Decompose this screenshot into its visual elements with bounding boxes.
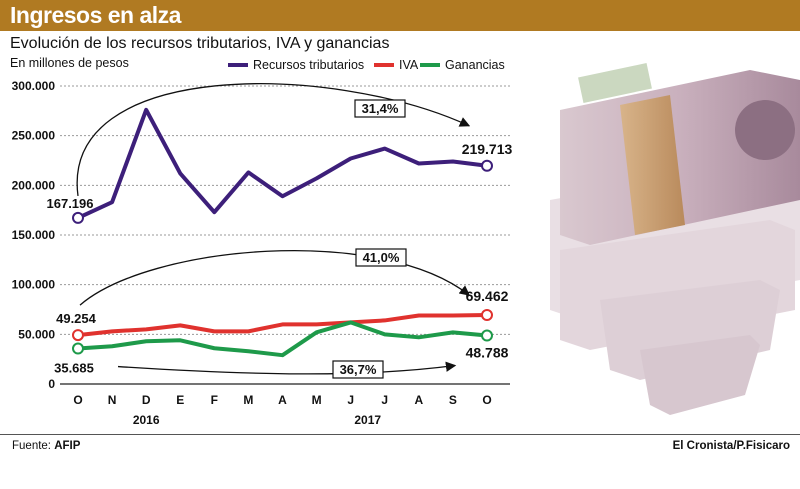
x-tick-label: A (414, 393, 423, 407)
x-tick-label: F (211, 393, 218, 407)
point-label-ganancias-start: 35.685 (54, 361, 94, 376)
legend-label-recursos: Recursos tributarios (253, 58, 365, 72)
legend-item-ganancias: Ganancias (420, 58, 505, 72)
credit: El Cronista/P.Fisicaro (672, 440, 790, 452)
y-tick-label: 100.000 (12, 278, 56, 292)
annotation-recursos-box (354, 99, 406, 118)
money-stack-image (550, 63, 800, 415)
year-label: 2017 (354, 413, 381, 427)
source-note: Fuente: AFIP (12, 440, 80, 452)
endpoint-marker (72, 342, 84, 355)
point-label-recursos-start: 167.196 (47, 196, 94, 211)
point-label-iva-start: 49.254 (56, 311, 97, 326)
annotation-ganancias-box (332, 360, 384, 379)
x-tick-label: J (347, 393, 354, 407)
y-tick-label: 300.000 (12, 79, 56, 93)
point-label-recursos-end: 219.713 (462, 141, 513, 157)
x-tick-label: N (108, 393, 117, 407)
legend-swatch-ganancias (420, 63, 440, 67)
line-chart: 300.000 250.000 200.000 150.000 100.000 50.00… (12, 79, 513, 427)
annotation-iva-arrow (79, 250, 471, 306)
x-tick-label: O (73, 393, 82, 407)
series-line-iva (76, 313, 489, 338)
y-tick-label: 250.000 (12, 129, 56, 143)
annotation-iva-box (355, 248, 407, 267)
legend-item-iva: IVA (374, 58, 418, 72)
y-tick-label: 150.000 (12, 228, 56, 242)
legend-label-iva: IVA (399, 58, 419, 72)
endpoint-marker (481, 329, 493, 342)
x-tick-label: M (312, 393, 322, 407)
x-tick-label: D (142, 393, 151, 407)
x-tick-label: E (176, 393, 184, 407)
units-label: En millones de pesos (10, 56, 129, 70)
legend-swatch-recursos (228, 63, 248, 67)
series-line-recursos (76, 107, 489, 220)
footer-divider (0, 434, 800, 435)
header-bar: Ingresos en alza (0, 0, 800, 31)
legend-item-recursos: Recursos tributarios (228, 58, 364, 72)
y-tick-label: 200.000 (12, 178, 56, 192)
chart-subtitle: Evolución de los recursos tributarios, I… (10, 35, 390, 52)
annotation-ganancias-arrow (117, 361, 457, 375)
annotation-ganancias-label: 36,7% (340, 362, 377, 377)
year-label: 2016 (133, 413, 160, 427)
y-tick-label: 50.000 (18, 327, 55, 341)
endpoint-marker (72, 211, 84, 224)
point-label-iva-end: 69.462 (466, 288, 509, 304)
legend-swatch-iva (374, 63, 394, 67)
annotation-iva-label: 41,0% (363, 250, 400, 265)
endpoint-marker (481, 159, 493, 172)
x-tick-label: O (482, 393, 491, 407)
annotation-recursos-label: 31,4% (362, 101, 399, 116)
source-label: Fuente: (12, 440, 51, 452)
x-tick-label: A (278, 393, 287, 407)
point-label-ganancias-end: 48.788 (466, 345, 509, 361)
endpoint-marker (481, 309, 493, 322)
x-tick-label: M (243, 393, 253, 407)
legend: Recursos tributarios IVA Ganancias (0, 58, 800, 76)
source-value: AFIP (54, 440, 81, 452)
portrait-icon (735, 100, 795, 160)
series-line-ganancias (76, 320, 489, 358)
bill-stack (550, 63, 800, 415)
x-tick-label: S (449, 393, 457, 407)
x-tick-label: J (381, 393, 388, 407)
legend-label-ganancias: Ganancias (445, 58, 505, 72)
page-title: Ingresos en alza (10, 2, 181, 28)
y-tick-label: 0 (48, 377, 55, 391)
endpoint-marker (72, 329, 84, 342)
